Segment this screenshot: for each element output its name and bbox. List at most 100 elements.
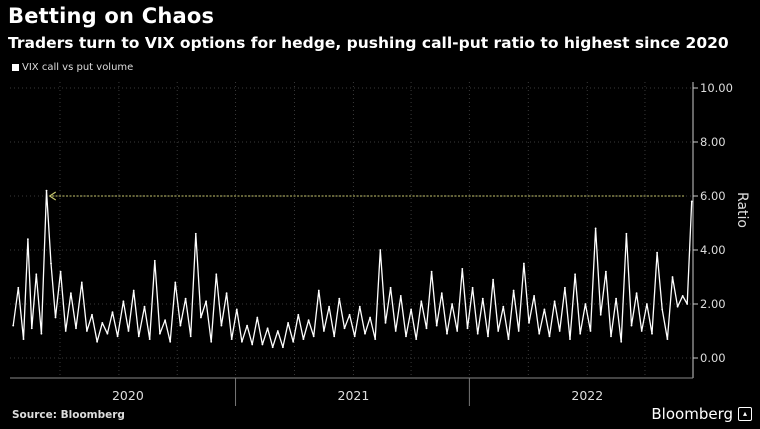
series-point [451,303,453,305]
series-point [625,232,628,235]
brand-icon: ▴ [738,407,752,421]
series-point [589,330,592,332]
series-point [297,313,300,316]
series-point [70,292,72,295]
series-point [435,324,438,327]
series-point [507,338,510,340]
series-point [91,313,93,316]
series-point [256,316,259,319]
series-point [64,330,67,332]
series-point [456,330,459,332]
series-point [137,335,140,338]
x-tick-label: 2022 [571,388,603,403]
series-point [569,338,571,340]
series-point [22,338,25,340]
series-point [317,289,320,292]
series-point [666,338,669,340]
series-point [471,286,474,289]
series-point [610,335,612,338]
series-point [558,330,561,332]
series-point [75,327,77,330]
y-axis-label: Ratio [734,192,750,228]
series-point [86,330,88,332]
series-point [379,249,382,251]
series-point [374,338,377,340]
series-point [159,332,161,335]
series-point [164,319,167,322]
series-line [12,189,693,348]
series-point [594,227,597,230]
series-point [528,322,530,324]
series-point [605,270,607,273]
series-point [461,268,464,270]
series-point [101,322,104,324]
source-note: Source: Bloomberg [12,409,125,421]
series-point [282,346,284,349]
series-point [599,313,602,316]
series-point [266,327,269,330]
legend-swatch [12,64,19,71]
series-point [635,292,638,295]
legend-label: VIX call vs put volume [22,62,134,73]
y-tick-label: 2.00 [700,297,726,311]
series-point [40,332,43,335]
series-point [116,335,119,338]
series-point [174,281,177,284]
series-point [430,270,433,273]
series-point [630,324,633,327]
series-point [153,259,156,262]
series-point [30,327,33,330]
series-point [681,295,684,297]
series-point [338,297,341,300]
brand-logo: Bloomberg ▴ [651,405,752,423]
series-point [189,335,192,338]
series-point [620,340,623,343]
y-tick-label: 6.00 [700,189,726,203]
series-point [405,335,407,338]
series-point [132,289,135,292]
series-point [80,281,83,284]
series-point [497,330,500,332]
series-point [502,305,505,308]
series-point [169,340,172,343]
series-point [184,297,187,300]
series-point [276,330,279,332]
series-point [523,262,525,265]
series-point [440,292,443,295]
series-point [230,338,233,340]
series-point [369,316,371,319]
series-point [271,346,274,349]
series-point [517,330,520,332]
series-point [656,251,658,254]
series-point [420,300,423,303]
series-point [111,311,114,313]
series-point [312,335,315,338]
series-point [415,338,418,340]
series-point [512,289,515,292]
series-point [492,278,494,281]
series-point [96,340,98,343]
series-point [389,286,392,289]
series-point [399,295,402,297]
series-point [17,286,20,289]
series-point [533,295,535,297]
series-point [487,335,489,338]
series-point [686,303,689,305]
series-point [661,308,664,311]
series-point [323,330,325,332]
y-tick-label: 4.00 [700,243,726,257]
series-point [358,305,361,308]
series-point [328,305,330,308]
legend: VIX call vs put volume [12,62,133,73]
series-point [45,189,48,192]
series-point [241,340,243,343]
x-tick-label: 2020 [112,388,144,403]
series-point [646,303,648,305]
series-point [364,332,366,335]
series-point [59,270,62,273]
series-point [676,305,679,308]
series-point [127,330,130,332]
series-point [307,319,310,322]
series-point [640,330,643,332]
